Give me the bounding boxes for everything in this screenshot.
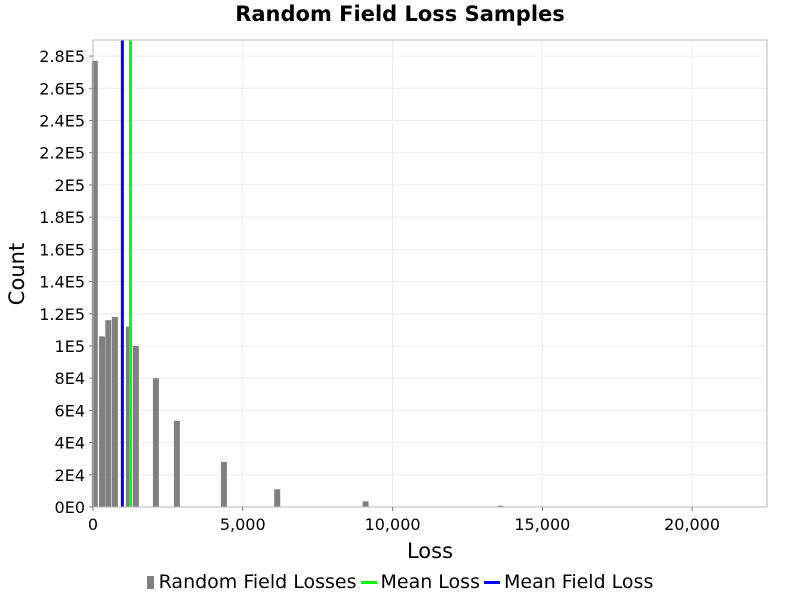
histogram-bar (173, 420, 180, 507)
plot-frame (92, 39, 768, 508)
bars (91, 60, 504, 508)
histogram-bar (132, 345, 139, 507)
histogram-bar (111, 316, 118, 507)
x-tick-label: 0 (88, 515, 98, 534)
y-tick-label: 0E0 (55, 498, 85, 517)
chart-title: Random Field Loss Samples (235, 2, 565, 26)
y-tick-label: 2.2E5 (39, 144, 85, 163)
legend-swatch-line (360, 580, 377, 584)
legend-item-mean-field-loss: Mean Field Loss (483, 571, 654, 593)
legend-swatch-bar (146, 575, 154, 589)
histogram-bar (274, 489, 281, 507)
mean-lines (120, 40, 132, 507)
chart-legend: Random Field Losses Mean Loss Mean Field… (0, 571, 800, 593)
x-tick-label: 20,000 (664, 515, 720, 534)
histogram-bar (105, 320, 112, 507)
y-tick-label: 8E4 (55, 369, 85, 388)
legend-label: Mean Loss (380, 571, 480, 593)
x-axis-label: Loss (407, 539, 453, 563)
legend-label: Random Field Losses (158, 571, 357, 593)
y-tick-label: 6E4 (55, 401, 85, 420)
y-tick-label: 1.8E5 (39, 208, 85, 227)
histogram-bar (91, 60, 98, 508)
legend-label: Mean Field Loss (503, 571, 654, 593)
y-tick-label: 1.4E5 (39, 273, 85, 292)
y-tick-label: 2.4E5 (39, 112, 85, 131)
y-tick-label: 4E4 (55, 434, 85, 453)
histogram-bar (220, 461, 227, 507)
y-axis-ticks: 0E0 2E4 4E4 6E4 8E4 1E5 1.2E5 1.4E5 1.6E5 1.8E5 2E… (39, 47, 93, 517)
x-tick-label: 15,000 (514, 515, 570, 534)
legend-item-random-field-losses: Random Field Losses (146, 571, 357, 593)
legend-item-mean-loss: Mean Loss (360, 571, 480, 593)
x-axis-ticks: 0 5,000 10,000 15,000 20,000 (88, 507, 720, 534)
y-tick-label: 1.2E5 (39, 305, 85, 324)
y-axis-label: Count (5, 243, 29, 305)
histogram-bar (98, 336, 105, 507)
legend-swatch-line (483, 580, 500, 584)
histogram-bar (152, 378, 159, 507)
histogram-bar (362, 501, 369, 507)
y-tick-label: 2.8E5 (39, 47, 85, 66)
histogram-bar (497, 505, 504, 507)
y-tick-label: 1.6E5 (39, 240, 85, 259)
x-tick-label: 5,000 (220, 515, 266, 534)
x-tick-label: 10,000 (365, 515, 421, 534)
y-tick-label: 1E5 (55, 337, 85, 356)
y-tick-label: 2E5 (55, 176, 85, 195)
grid-lines (92, 40, 767, 508)
y-tick-label: 2E4 (55, 466, 85, 485)
y-tick-label: 2.6E5 (39, 79, 85, 98)
